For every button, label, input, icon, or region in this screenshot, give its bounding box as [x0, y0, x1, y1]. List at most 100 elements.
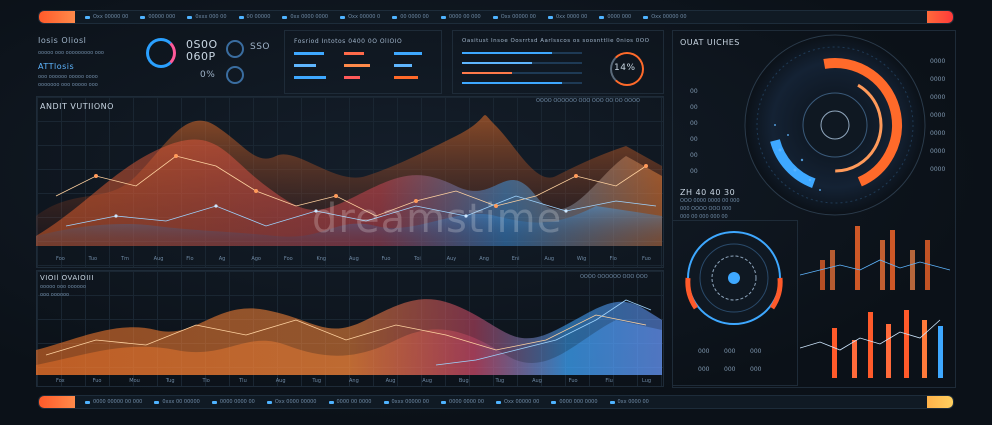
- header-percent-ring: [610, 52, 644, 86]
- x-tick-label: Flo: [186, 256, 193, 262]
- x-tick-label: Fuo: [642, 256, 651, 262]
- x-tick-label: Bug: [459, 378, 469, 384]
- bottom-bar-item: 0000 00000 00 000: [85, 399, 142, 405]
- lower-x-labels: Fox Fuo Mou Tug Tio Tlu Aug Tug Ang Aug Aug Bug Tug A…: [56, 378, 651, 384]
- upper-dots-blue: [114, 204, 568, 218]
- bottom-bar-item-label: 0000 0000 00: [449, 399, 485, 405]
- header-mid-panel: [284, 30, 442, 94]
- right-left-value: 00: [690, 88, 698, 95]
- dial-panel: [672, 220, 798, 386]
- radial-gauge: [744, 34, 926, 216]
- x-tick-label: Tlu: [238, 378, 247, 384]
- bottom-bar-item-marker-icon: [441, 400, 447, 404]
- right-bars-upper: [800, 226, 950, 290]
- x-tick-label: Aug: [544, 256, 554, 262]
- bottom-bar-item: 0000 0000 00: [441, 399, 484, 405]
- dial-value: 000: [724, 348, 736, 355]
- top-bar-item: Oxx 00000 00: [492, 14, 536, 20]
- right-left-value: 00: [690, 152, 698, 159]
- lower-line-2: [435, 299, 652, 366]
- right-right-value: 0000: [930, 58, 946, 65]
- top-bar-item-label: 0000 000: [607, 14, 632, 20]
- x-tick-label: Aug: [349, 256, 359, 262]
- x-tick-label: Ang: [479, 256, 489, 262]
- top-bar-item: 00 0000 00: [392, 14, 429, 20]
- header-mid-title: Fosriod Intotos 0400 0O OlIOIO: [294, 38, 403, 45]
- right-left-value: 00: [690, 120, 698, 127]
- x-tick-label: Tio: [202, 378, 210, 384]
- bottom-bar-item: 0xxx 00 00000: [154, 399, 200, 405]
- x-tick-label: Aug: [154, 256, 164, 262]
- bottom-bar-item-label: 0000 000 0000: [559, 399, 598, 405]
- upper-chart-legend: OOOO OOOOOO OOO OOO OO OO OOOO: [536, 98, 640, 104]
- x-tick-label: Ang: [349, 378, 359, 384]
- top-bar-item-marker-icon: [492, 15, 498, 19]
- watermark: dreamstime: [312, 196, 563, 242]
- dial-value: 000: [750, 348, 762, 355]
- header-line-c: ooooooo ooo ooooo ooo: [38, 82, 98, 88]
- right-right-value: 0000: [930, 130, 946, 137]
- x-tick-label: Aug: [532, 378, 542, 384]
- x-tick-label: Tug: [311, 378, 321, 384]
- upper-dots: [94, 154, 648, 208]
- top-bar-item-marker-icon: [140, 15, 146, 19]
- bottom-bar-item-marker-icon: [85, 400, 90, 404]
- bottom-bar-item-marker-icon: [496, 400, 502, 404]
- bottom-bar-item: 0000 00 0000: [328, 399, 372, 405]
- top-bar-item-marker-icon: [643, 15, 649, 19]
- top-bar-item-marker-icon: [187, 15, 193, 19]
- top-bar-item-label: 0xx 0000 00: [556, 14, 588, 20]
- top-bar-item: 0000 00 000: [440, 14, 481, 20]
- top-bar-item: Oxx 00000 00: [643, 14, 687, 20]
- bottom-status-bar: 0000 00000 00 000 0xxx 00 00000 0000 0000 …: [38, 395, 954, 409]
- x-tick-label: Tm: [120, 256, 129, 262]
- bottom-bar-item-label: 0000 00 0000: [336, 399, 372, 405]
- header-title-2: ATTlosis: [38, 62, 75, 71]
- header-big-value-2: 060P: [186, 50, 216, 63]
- x-tick-label: Flu: [605, 378, 612, 384]
- top-bar-item-label: Oxx 00000 00: [93, 14, 129, 20]
- right-right-value: 0000: [930, 76, 946, 83]
- header-big-value-3: SSO: [250, 42, 271, 52]
- x-tick-label: Wig: [577, 256, 586, 262]
- dial-value: 000: [698, 366, 710, 373]
- top-bar-item-marker-icon: [238, 15, 244, 19]
- top-bar-item: 0000 000: [599, 14, 631, 20]
- upper-chart: Foo Tuo Tm Aug Flo Ag Ago Foo Kng Aug Fuo Toi Auy Ang…: [36, 115, 662, 262]
- x-tick-label: Fuo: [93, 378, 102, 384]
- right-left-value: 00: [690, 168, 698, 175]
- top-bar-item-marker-icon: [85, 15, 90, 19]
- top-bar-item-label: 00 0000 00: [400, 14, 429, 20]
- top-bar-left-cap: [39, 11, 75, 23]
- bottom-bar-item-label: 0000 0000 00: [219, 399, 255, 405]
- bottom-bar-item-label: 0xxx 00000 00: [391, 399, 430, 405]
- x-tick-label: Auy: [447, 256, 457, 262]
- right-panel-title: OUAT UICHES: [680, 38, 740, 47]
- right-left-value: 00: [690, 104, 698, 111]
- right-right-value: 0000: [930, 166, 946, 173]
- x-tick-label: Kng: [316, 256, 326, 262]
- header-mid-bars: [294, 52, 422, 79]
- top-bar-item-marker-icon: [340, 15, 346, 19]
- top-bar-item-label: 00 00000: [246, 14, 271, 20]
- top-bar-item-marker-icon: [440, 15, 446, 19]
- x-tick-label: Fuo: [569, 378, 578, 384]
- x-tick-label: Tuo: [88, 256, 98, 262]
- right-stats-line-2: 000 OOOO OOO 000: [680, 206, 732, 212]
- bottom-bar-item-marker-icon: [551, 400, 557, 404]
- right-stats-line-3: 000 00 000 000 00: [680, 214, 728, 220]
- top-bar-item-marker-icon: [392, 15, 398, 19]
- right-right-value: 0000: [930, 112, 946, 119]
- bottom-bar-item: Oxx 0000 00000: [266, 399, 317, 405]
- upper-chart-title: ANDIT VUTIIONO: [40, 102, 114, 111]
- bottom-bar-left-cap: [39, 396, 75, 408]
- top-bar-item: 00 00000: [238, 14, 271, 20]
- bottom-bar-item-marker-icon: [154, 400, 160, 404]
- right-right-value: 0000: [930, 94, 946, 101]
- right-bars-lower: [800, 310, 943, 378]
- dial-value: 000: [698, 348, 710, 355]
- bottom-bar-item-marker-icon: [211, 400, 217, 404]
- top-bar-item: 0xx 0000 0000: [282, 14, 328, 20]
- x-tick-label: Ag: [219, 256, 226, 262]
